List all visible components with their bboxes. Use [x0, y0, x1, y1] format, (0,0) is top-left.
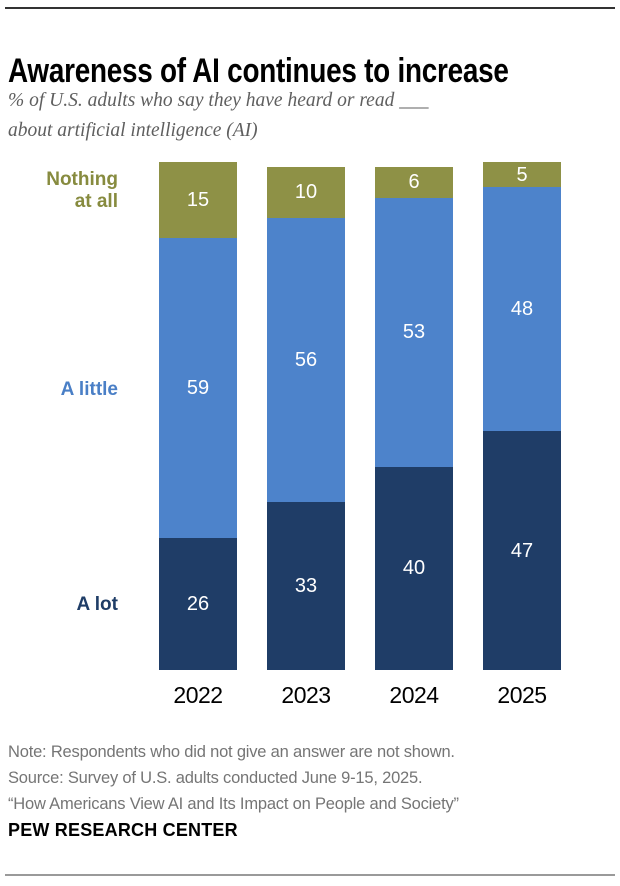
- segment-a-lot-2025: 47: [483, 431, 561, 670]
- chart-footer: Note: Respondents who did not give an an…: [8, 739, 459, 817]
- segment-nothing-at-all-2025: 5: [483, 162, 561, 188]
- chart-subtitle: % of U.S. adults who say they have heard…: [8, 86, 428, 146]
- x-axis-label-2023: 2023: [281, 682, 331, 708]
- segment-a-lot-2022: 26: [159, 537, 237, 670]
- bar-value-label-a-lot-2022: 26: [186, 592, 210, 615]
- bar-value-label-nothing-at-all-2023: 10: [294, 181, 318, 204]
- bar-value-label-a-little-2022: 59: [186, 377, 210, 400]
- bar-value-label-nothing-at-all-2024: 6: [408, 171, 420, 194]
- bar-value-label-a-little-2023: 56: [294, 349, 318, 372]
- segment-nothing-at-all-2024: 6: [375, 167, 453, 198]
- bar-value-label-a-lot-2025: 47: [510, 539, 534, 562]
- top-divider: [5, 7, 615, 9]
- bar-value-label-a-lot-2023: 33: [294, 575, 318, 598]
- bar-2022: 15 59 26: [159, 162, 237, 670]
- page-title: Awareness of AI continues to increase: [8, 51, 509, 90]
- footer-note: Note: Respondents who did not give an an…: [8, 743, 455, 761]
- legend-label-nothing-at-all: Nothing at all: [46, 169, 118, 212]
- bar-2025: 5 48 47: [483, 162, 561, 670]
- chart-subtitle-line-1: % of U.S. adults who say they have heard…: [8, 90, 429, 111]
- segment-nothing-at-all-2022: 15: [159, 162, 237, 239]
- bar-value-label-a-little-2024: 53: [402, 321, 426, 344]
- segment-a-little-2025: 48: [483, 187, 561, 432]
- chart-subtitle-line-2: about artificial intelligence (AI): [8, 120, 258, 141]
- pew-research-center-wordmark: PEW RESEARCH CENTER: [8, 820, 238, 840]
- bar-2024: 6 53 40: [375, 167, 453, 670]
- bar-value-label-nothing-at-all-2025: 5: [516, 163, 528, 186]
- x-axis-label-2024: 2024: [389, 682, 439, 708]
- segment-a-lot-2023: 33: [267, 502, 345, 670]
- bar-value-label-a-lot-2024: 40: [402, 557, 426, 580]
- legend-label-a-little: A little: [60, 379, 118, 400]
- segment-a-little-2023: 56: [267, 217, 345, 503]
- bar-value-label-nothing-at-all-2022: 15: [186, 189, 210, 212]
- bar-2023: 10 56 33: [267, 167, 345, 670]
- segment-nothing-at-all-2023: 10: [267, 167, 345, 218]
- x-axis-label-2022: 2022: [173, 682, 223, 708]
- footer-report-title: “How Americans View AI and Its Impact on…: [8, 795, 459, 813]
- bar-value-label-a-little-2025: 48: [510, 298, 534, 321]
- footer-source: Source: Survey of U.S. adults conducted …: [8, 769, 423, 787]
- segment-a-little-2022: 59: [159, 238, 237, 538]
- x-axis-label-2025: 2025: [497, 682, 547, 708]
- bottom-divider: [5, 874, 615, 876]
- segment-a-lot-2024: 40: [375, 466, 453, 670]
- legend-label-a-lot: A lot: [76, 594, 118, 615]
- segment-a-little-2024: 53: [375, 197, 453, 467]
